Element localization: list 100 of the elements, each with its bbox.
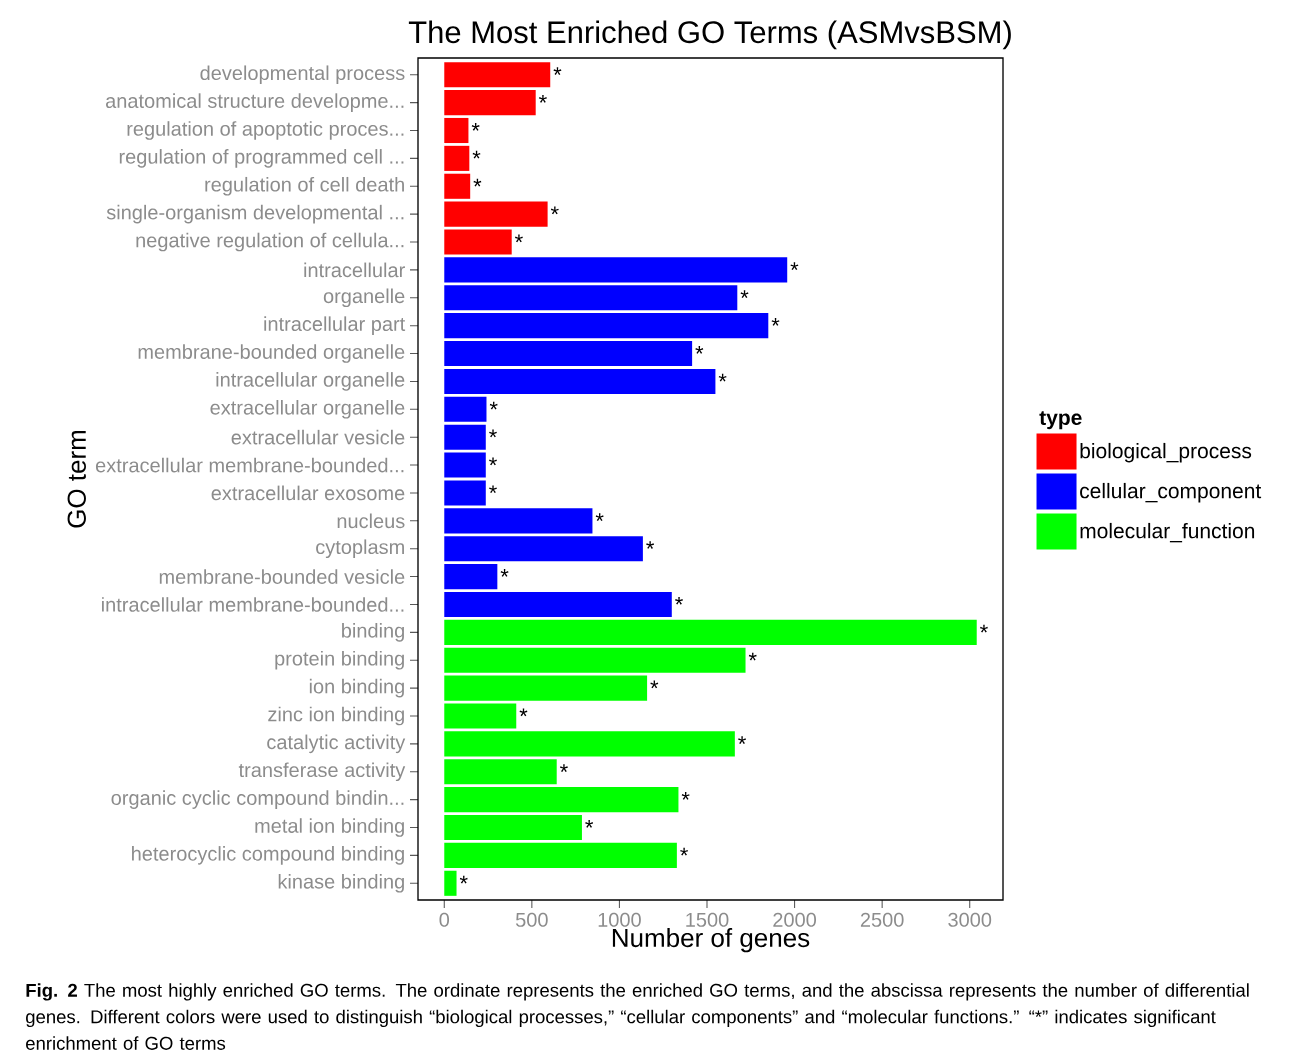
data-label: * (489, 401, 498, 410)
bar (444, 62, 551, 88)
y-tick-label: extracellular exosome (211, 485, 405, 501)
y-tick-label: organelle (323, 288, 405, 308)
bar (444, 117, 469, 144)
bar (444, 368, 716, 394)
y-tick-label: regulation of programmed cell ... (119, 149, 404, 168)
y-tick-label: intracellular organelle (216, 372, 405, 391)
text: Fig. 2 The most highly enriched GO terms. The ordinate represents the enriched GO terms, and the abscissa represents the number of differential genes. Different colors were used to distinguish “biological processes,” “cellular components” and “molecular functions.” “*” indicates significant enrichment of GO terms (26, 983, 1249, 1050)
data-label: * (489, 429, 497, 438)
bar (444, 201, 548, 227)
x-tick-label: 1500 (686, 912, 729, 927)
x-tick-label: 500 (515, 912, 548, 927)
y-tick-label: heterocyclic compound binding (132, 846, 404, 865)
y-tick-label: nucleus (337, 513, 405, 529)
y-tick-label: zinc ion binding (268, 706, 404, 726)
bar (444, 759, 557, 785)
bar (444, 787, 679, 813)
y-tick-label: regulation of apoptotic proces... (127, 121, 404, 140)
bar (444, 703, 517, 729)
data-label: * (459, 875, 468, 884)
data-label: * (471, 122, 480, 131)
y-tick-label: extracellular membrane-bounded... (95, 457, 404, 473)
y-tick-label: extracellular organelle (210, 399, 405, 419)
data-label: * (553, 67, 562, 75)
data-label: * (473, 178, 482, 187)
bar (444, 341, 693, 367)
legend-label: molecular_function (1080, 522, 1255, 543)
data-label: * (646, 541, 655, 549)
y-tick-label: intracellular part (264, 316, 406, 335)
data-label: * (680, 847, 689, 856)
bar (444, 731, 735, 757)
y-tick-label: membrane-bounded vesicle (159, 569, 405, 584)
data-label: * (538, 95, 547, 103)
data-label: * (472, 150, 481, 159)
data-label: * (489, 457, 497, 466)
data-label: * (595, 513, 604, 521)
bar (444, 424, 486, 450)
x-tick-label: 2500 (860, 912, 904, 927)
bar (444, 145, 470, 171)
data-label: * (681, 792, 690, 800)
y-tick-label: membrane-bounded organelle (138, 344, 405, 363)
bar (444, 173, 471, 199)
y-tick-label: intracellular membrane-bounded... (102, 597, 404, 612)
y-tick-label: metal ion binding (255, 818, 404, 837)
data-label: * (519, 708, 528, 717)
x-tick-label: 2000 (773, 912, 817, 927)
data-label: * (650, 680, 659, 689)
bar (444, 480, 486, 506)
bar (444, 285, 738, 311)
data-label: * (718, 373, 727, 382)
y-tick-label: extracellular vesicle (231, 429, 405, 445)
y-tick-label: developmental process (200, 65, 405, 85)
data-label: * (675, 596, 683, 605)
bar (444, 536, 643, 562)
y-tick-label: cytoplasm (316, 539, 404, 559)
y-tick-label: kinase binding (278, 873, 404, 893)
data-label: * (740, 290, 749, 298)
chart-title: The Most Enriched GO Terms (ASMvsBSM) (408, 20, 1011, 50)
data-label: * (585, 819, 594, 828)
bar (444, 452, 486, 478)
legend-label: cellular_component (1080, 482, 1262, 503)
bar (444, 591, 672, 618)
legend-title: type (1039, 411, 1082, 430)
bar (444, 90, 536, 116)
bar (444, 870, 457, 896)
bar (444, 396, 487, 422)
y-tick-label: regulation of cell death (205, 176, 404, 196)
data-label: * (550, 206, 559, 215)
bar (444, 257, 788, 283)
y-tick-label: intracellular (304, 262, 405, 278)
y-tick-label: binding (342, 623, 404, 642)
data-label: * (500, 569, 509, 577)
y-tick-label: anatomical structure developme... (106, 93, 404, 112)
bar (444, 229, 512, 255)
y-tick-label: catalytic activity (267, 734, 406, 754)
x-tick-label: 1000 (598, 912, 641, 927)
data-label: * (790, 262, 799, 271)
bar (444, 619, 977, 645)
data-label: * (560, 764, 568, 772)
bar (444, 313, 769, 339)
bar (444, 675, 648, 701)
y-tick-label: protein binding (275, 650, 404, 670)
data-label: * (489, 485, 497, 494)
data-label: * (771, 318, 780, 326)
y-tick-label: transferase activity (238, 762, 406, 782)
y-tick-label: organic cyclic compound bindin... (111, 790, 404, 809)
data-label: * (738, 736, 746, 745)
data-label: * (748, 652, 757, 661)
y-tick-label: single-organism developmental ... (106, 204, 404, 224)
bar (444, 842, 677, 868)
x-tick-label: 0 (439, 912, 450, 927)
data-label: * (695, 345, 704, 354)
y-tick-label: ion binding (309, 678, 404, 698)
x-tick-label: 3000 (948, 912, 992, 927)
data-label: * (514, 234, 523, 243)
x-axis-title: Number of genes (612, 928, 810, 953)
bar (444, 647, 746, 673)
data-label: * (980, 624, 988, 633)
bar (444, 814, 582, 841)
